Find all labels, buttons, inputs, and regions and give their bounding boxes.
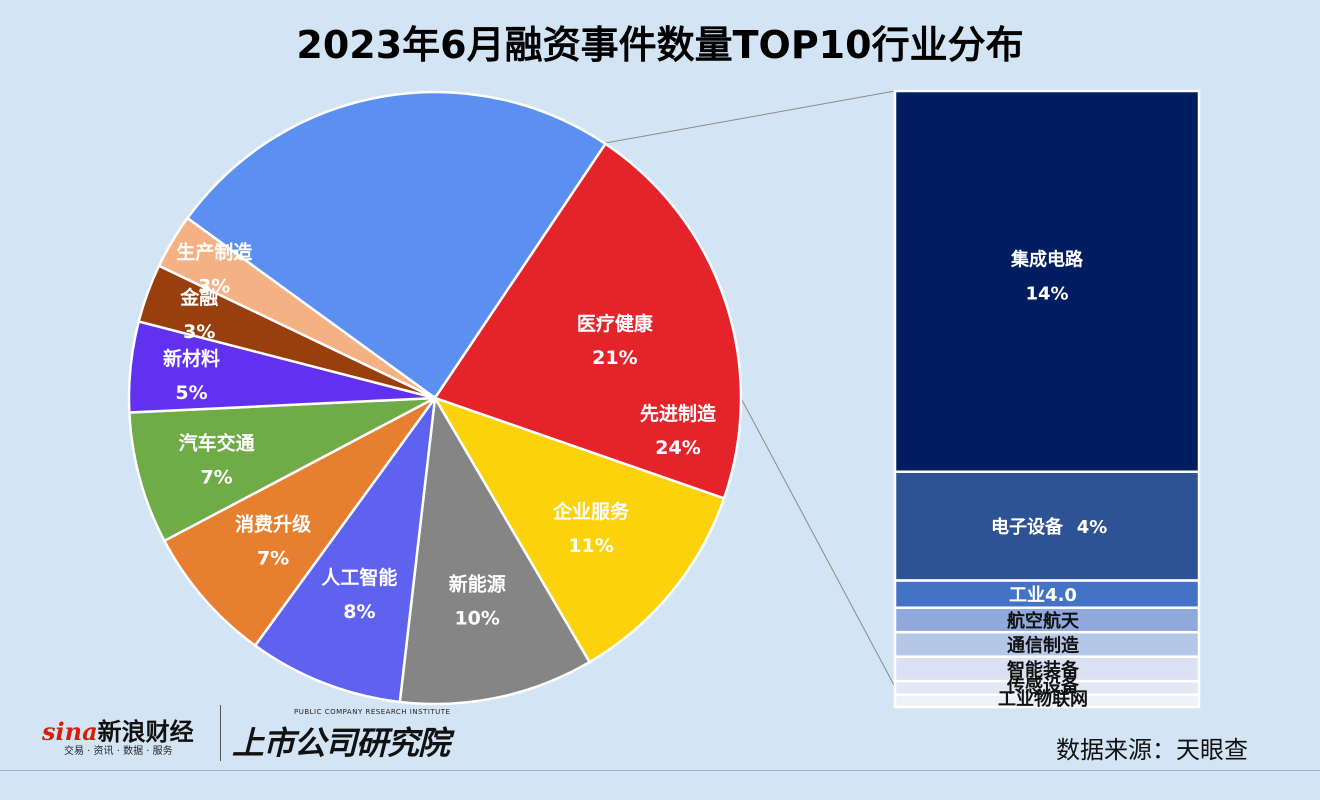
pie-value-汽车交通: 7% [200, 467, 232, 489]
pie-slice-先进制造 [185, 90, 608, 400]
pie-labels: 先进制造 24% 医疗健康 21% 企业服务 11% 新能源 10% 人工智能 8% 消费升级 7% 汽… [163, 240, 717, 629]
sina-brand-text: 新浪财经 [97, 718, 194, 746]
pie-label-人工智能: 人工智能 [321, 566, 397, 589]
pie-value-先进制造: 24% [655, 437, 700, 459]
sina-wordmark: sina [42, 717, 98, 746]
chart-title: 2023年6月融资事件数量TOP10行业分布 [296, 23, 1024, 67]
bar-label-传感设备: 传感设备 [1006, 675, 1080, 697]
pie-label-先进制造: 先进制造 [640, 402, 717, 425]
data-source: 数据来源：天眼查 [1056, 736, 1248, 764]
bar-segment-智能装备 [893, 655, 1201, 683]
bar-label-集成电路: 集成电路 [1010, 248, 1084, 270]
bar-segment-电子设备 [893, 470, 1201, 582]
footer-divider [0, 770, 1320, 771]
logo-divider [220, 705, 221, 761]
pie-slice-医疗健康 [433, 142, 743, 500]
pie-value-消费升级: 7% [257, 547, 289, 569]
sina-finance-logo: sina新浪财经 交易 · 资讯 · 数据 · 服务 [42, 712, 212, 762]
bar-segment-通信制造 [893, 630, 1201, 658]
pie-value-金融: 3% [183, 321, 215, 343]
pie-slice-新能源 [398, 394, 592, 706]
pie-value-新能源: 10% [454, 608, 499, 630]
bar-segment-工业4-0 [893, 579, 1201, 609]
pie-label-消费升级: 消费升级 [235, 512, 311, 535]
pie [127, 90, 743, 706]
pie-slice-企业服务 [432, 395, 726, 664]
pie-label-金融: 金融 [179, 286, 218, 309]
pie-slice-消费升级 [162, 396, 437, 648]
bar-label-航空航天: 航空航天 [1007, 610, 1080, 632]
pie-label-企业服务: 企业服务 [552, 500, 630, 523]
pie-label-新材料: 新材料 [163, 347, 220, 370]
bar-label-智能装备: 智能装备 [1007, 659, 1080, 681]
bar-label-工业物联网: 工业物联网 [998, 688, 1088, 710]
bar-segment-集成电路 [893, 89, 1201, 473]
pie-slice-人工智能 [253, 393, 437, 704]
sina-tagline: 交易 · 资讯 · 数据 · 服务 [64, 746, 173, 757]
pie-label-医疗健康: 医疗健康 [577, 312, 654, 335]
pie-label-汽车交通: 汽车交通 [179, 432, 256, 455]
institute-chinese-name: 上市公司研究院 [232, 724, 450, 762]
bar-value-集成电路: 14% [1025, 283, 1068, 304]
pie-value-人工智能: 8% [343, 601, 375, 623]
pie-value-企业服务: 11% [568, 535, 613, 557]
breakdown-stacked-bar [893, 89, 1201, 709]
pie-label-生产制造: 生产制造 [176, 240, 253, 263]
pie-label-新能源: 新能源 [449, 573, 506, 596]
bar-segment-工业物联网 [893, 693, 1201, 709]
pie-value-生产制造: 3% [198, 275, 230, 297]
pie-slice-汽车交通 [128, 396, 436, 543]
bar-label-电子设备: 电子设备 [991, 516, 1064, 538]
institute-logo: PUBLIC COMPANY RESEARCH INSTITUTE 上市公司研究… [232, 708, 472, 764]
bar-label-工业4-0: 工业4.0 [1009, 585, 1077, 606]
pie-slice-生产制造 [157, 216, 436, 400]
pie-value-新材料: 5% [175, 382, 207, 404]
bar-label-通信制造: 通信制造 [1007, 634, 1079, 656]
pie-value-医疗健康: 21% [592, 347, 637, 369]
bar-value-电子设备: 4% [1077, 517, 1108, 538]
institute-english-name: PUBLIC COMPANY RESEARCH INSTITUTE [294, 708, 451, 716]
